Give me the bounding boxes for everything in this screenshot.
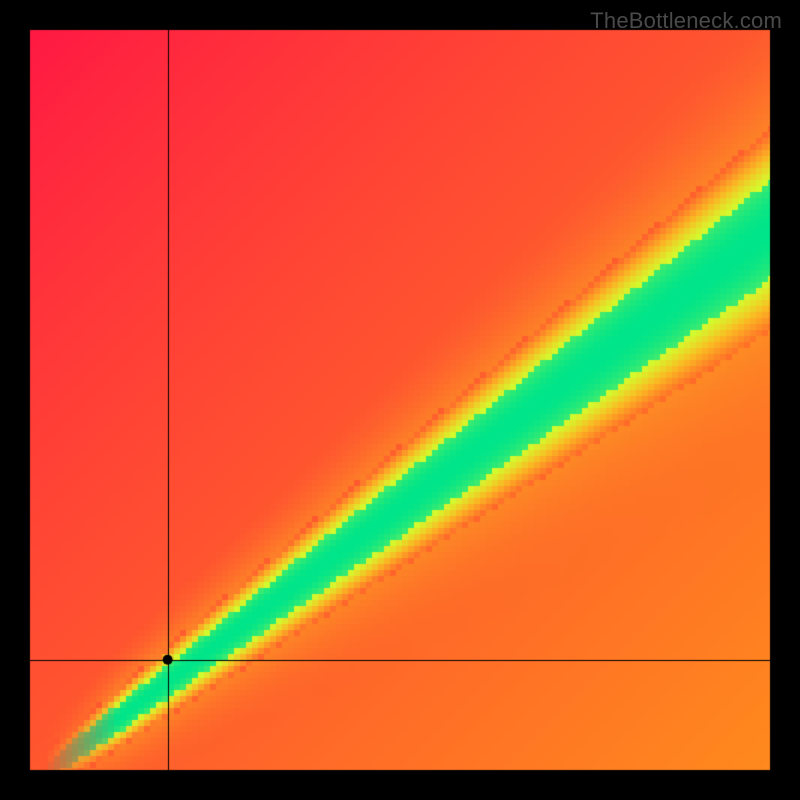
heatmap-canvas xyxy=(0,0,800,800)
chart-container: TheBottleneck.com xyxy=(0,0,800,800)
watermark-text: TheBottleneck.com xyxy=(590,8,782,34)
